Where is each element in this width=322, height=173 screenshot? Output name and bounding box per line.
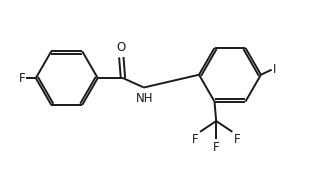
Text: F: F xyxy=(213,141,220,154)
Text: F: F xyxy=(234,133,241,146)
Text: F: F xyxy=(191,133,198,146)
Text: F: F xyxy=(18,72,25,85)
Text: NH: NH xyxy=(136,92,153,105)
Text: I: I xyxy=(273,62,276,75)
Text: O: O xyxy=(117,41,126,54)
